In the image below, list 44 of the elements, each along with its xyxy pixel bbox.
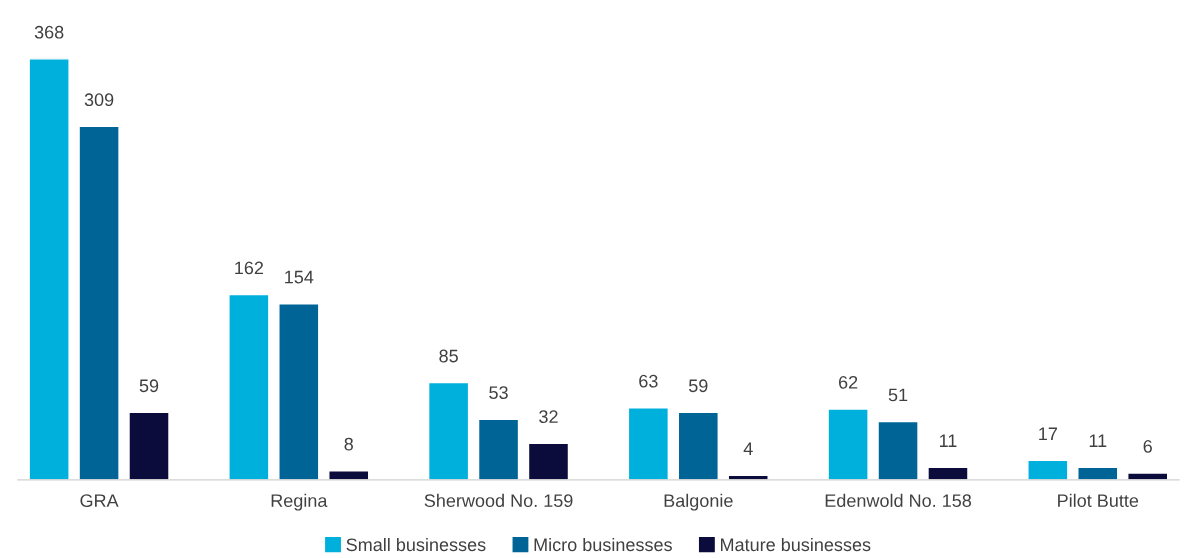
bar: [78, 125, 120, 480]
x-tick-label: GRA: [80, 494, 119, 508]
data-label: 4: [743, 442, 753, 455]
data-label: 162: [235, 261, 264, 275]
bar: [128, 411, 170, 480]
bar: [1077, 466, 1119, 480]
bar: [627, 407, 670, 480]
bar: [328, 470, 370, 480]
bar: [877, 420, 919, 480]
data-label: 17: [1039, 427, 1057, 441]
legend-label: Micro businesses: [534, 537, 672, 552]
bar: [677, 411, 719, 480]
bar: [927, 466, 969, 480]
bar: [228, 293, 270, 480]
x-tick-label: Pilot Butte: [1058, 493, 1139, 508]
bar: [427, 381, 470, 480]
data-label: 51: [888, 388, 908, 402]
data-label: 309: [84, 93, 114, 107]
data-label: 11: [939, 434, 957, 447]
bar: [1027, 459, 1069, 480]
data-label: 63: [639, 374, 658, 388]
data-label: 59: [688, 379, 708, 393]
data-label: 32: [539, 410, 558, 424]
data-label: 11: [1089, 434, 1107, 447]
data-label: 8: [344, 437, 353, 451]
data-label: 368: [34, 25, 64, 39]
data-label: 85: [439, 349, 458, 363]
bar: [827, 408, 869, 480]
data-label: 62: [838, 375, 858, 389]
bar: [477, 418, 520, 480]
legend-label: Mature businesses: [721, 537, 871, 552]
bar: [278, 302, 320, 480]
x-tick-label: Balgonie: [664, 493, 733, 511]
bar: [1127, 472, 1169, 480]
x-tick-label: Sherwood No. 159: [424, 493, 573, 508]
data-label: 154: [285, 270, 314, 284]
data-label: 53: [489, 386, 508, 400]
x-tick-label: Regina: [271, 493, 328, 511]
x-tick-label: Edenwold No. 158: [825, 493, 972, 508]
data-label: 6: [1143, 439, 1152, 453]
legend-label: Small businesses: [346, 537, 486, 552]
data-label: 59: [139, 379, 159, 393]
bar: [527, 442, 570, 480]
bar: [28, 58, 70, 480]
